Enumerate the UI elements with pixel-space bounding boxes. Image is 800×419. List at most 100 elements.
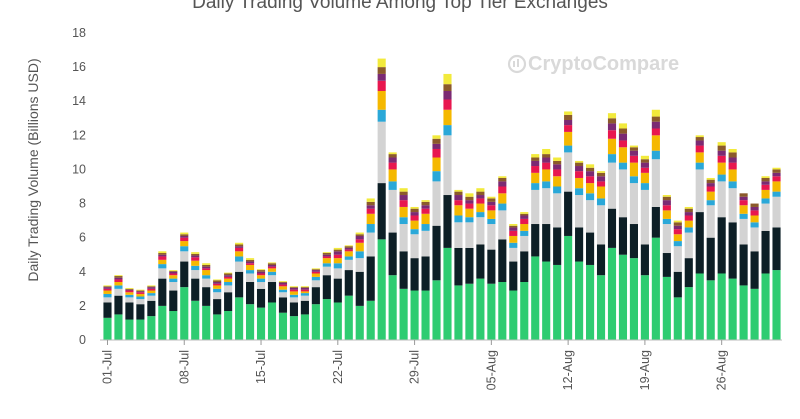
bar-stack-11-Jul (213, 279, 222, 340)
bar-segment-s3 (322, 263, 331, 267)
bar-segment-s6 (618, 133, 628, 141)
watermark-text: CryptoCompare (528, 53, 679, 75)
bar-segment-s6 (366, 205, 375, 209)
bar-segment-s7 (739, 193, 748, 197)
bar-segment-s2 (673, 246, 682, 272)
bar-segment-s7 (388, 154, 397, 158)
bar-stack-25-Aug (706, 177, 715, 340)
bar-segment-s4 (191, 260, 200, 266)
bar-stack-17-Aug (618, 123, 628, 340)
bar-segment-s7 (202, 264, 211, 267)
bar-segment-s0 (235, 297, 244, 340)
y-axis-label: Daily Trading Volume (Billions USD) (25, 58, 41, 281)
bar-segment-s1 (213, 299, 222, 315)
bar-segment-s5 (498, 186, 507, 194)
bar-segment-s5 (728, 162, 737, 170)
bar-segment-s3 (103, 293, 112, 298)
bar-segment-s5 (224, 276, 233, 279)
bar-segment-s6 (487, 201, 496, 206)
bar-segment-s8 (366, 198, 375, 202)
bar-stack-08-Aug (520, 212, 529, 340)
bar-segment-s1 (607, 208, 617, 248)
bar-segment-s5 (509, 230, 518, 236)
bar-segment-s0 (509, 290, 518, 340)
bar-segment-s8 (311, 268, 320, 270)
bar-segment-s0 (772, 270, 781, 340)
bar-stack-05-Aug (487, 196, 496, 340)
bar-segment-s3 (553, 186, 562, 194)
bar-segment-s8 (114, 275, 123, 277)
bar-segment-s4 (717, 162, 726, 175)
bar-segment-s2 (717, 181, 726, 218)
bar-segment-s3 (377, 109, 386, 122)
bar-segment-s2 (289, 297, 298, 303)
bar-segment-s5 (169, 273, 178, 276)
bar-segment-s6 (388, 157, 397, 163)
bar-segment-s5 (147, 288, 156, 291)
bar-segment-s7 (256, 270, 266, 272)
x-tick-label: 08-Jul (177, 350, 191, 384)
bar-segment-s8 (596, 171, 606, 173)
bar-segment-s4 (520, 224, 529, 231)
bar-segment-s7 (761, 177, 770, 182)
bar-segment-s5 (355, 239, 364, 243)
bar-segment-s4 (267, 268, 277, 272)
bar-segment-s1 (355, 271, 364, 306)
bar-segment-s1 (640, 244, 649, 276)
bar-segment-s1 (388, 232, 397, 276)
bar-segment-s7 (421, 201, 430, 206)
bar-segment-s1 (520, 251, 529, 283)
bar-segment-s8 (169, 270, 178, 271)
bar-segment-s1 (136, 304, 145, 320)
x-axis: 01-Jul 08-Jul 15-Jul 22-Jul 29-Jul 05-Aug 12-A… (100, 340, 729, 390)
bar-segment-s8 (443, 73, 452, 85)
bar-segment-s1 (575, 227, 584, 262)
bar-stack-16-Jul (267, 262, 277, 340)
bar-segment-s3 (125, 294, 134, 298)
bar-segment-s5 (103, 288, 112, 291)
bar-segment-s6 (586, 171, 595, 177)
bar-segment-s0 (278, 312, 288, 340)
bar-segment-s3 (388, 181, 397, 190)
bar-segment-s5 (564, 125, 573, 132)
bar-segment-s7 (575, 162, 584, 167)
bar-segment-s2 (586, 200, 595, 233)
bar-stack-02-Jul (114, 275, 123, 340)
bar-segment-s1 (311, 287, 320, 305)
bar-stack-15-Aug (596, 171, 606, 340)
bar-segment-s1 (596, 244, 606, 276)
bar-segment-s6 (322, 254, 331, 257)
bar-stack-25-Jul (366, 198, 375, 340)
bar-segment-s7 (311, 269, 320, 271)
x-tick-label: 05-Aug (484, 350, 498, 390)
bar-segment-s5 (256, 273, 266, 276)
bar-segment-s5 (267, 266, 277, 269)
bar-segment-s6 (235, 246, 244, 248)
bar-segment-s8 (586, 164, 595, 168)
bar-segment-s5 (695, 145, 704, 153)
y-tick-label: 8 (79, 197, 86, 211)
bar-stack-20-Jul (311, 268, 320, 340)
bar-segment-s8 (662, 195, 671, 197)
x-tick-label: 26-Aug (715, 350, 729, 390)
bar-segment-s1 (169, 290, 178, 312)
bar-segment-s8 (432, 135, 441, 139)
bar-segment-s0 (103, 317, 112, 340)
bar-segment-s0 (147, 316, 156, 340)
bar-segment-s0 (246, 304, 255, 340)
bar-segment-s0 (487, 283, 496, 340)
bar-segment-s5 (410, 215, 419, 221)
bar-segment-s0 (202, 305, 211, 340)
bar-segment-s1 (267, 282, 277, 303)
bar-segment-s0 (322, 299, 331, 340)
bar-segment-s7 (684, 208, 693, 213)
bar-segment-s7 (662, 196, 671, 201)
bar-segment-s5 (706, 186, 715, 192)
bar-segment-s4 (355, 242, 364, 252)
bar-segment-s4 (553, 176, 562, 187)
bar-segment-s0 (629, 258, 638, 340)
bar-segment-s8 (355, 232, 364, 235)
bar-stack-26-Aug (717, 142, 726, 340)
bar-segment-s5 (542, 162, 551, 170)
bar-segment-s7 (169, 270, 178, 272)
